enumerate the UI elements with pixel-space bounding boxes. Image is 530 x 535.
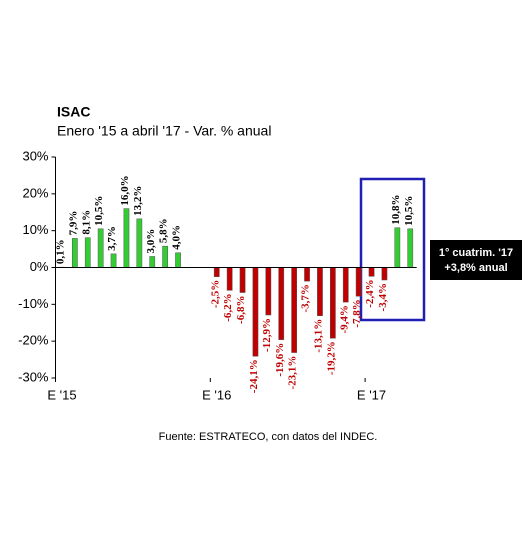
value-label: -19,2% [325, 341, 337, 375]
value-label: 3,7% [106, 226, 118, 251]
bar [150, 256, 155, 267]
value-label: 10,5% [403, 196, 415, 226]
bar [240, 268, 245, 293]
y-tick-label: -20% [18, 333, 49, 348]
bar [330, 268, 335, 339]
chart-title: ISAC [57, 104, 90, 120]
value-label: -23,1% [287, 356, 299, 390]
bar [317, 268, 322, 316]
value-label: 8,1% [80, 210, 92, 235]
value-label: -3,7% [300, 284, 312, 312]
bar [382, 268, 387, 281]
value-label: -6,8% [235, 296, 247, 324]
bar [343, 268, 348, 303]
bar [163, 246, 168, 267]
annotation: +3,8% anual [444, 262, 507, 274]
bar [304, 268, 309, 282]
value-label: -6,2% [222, 293, 234, 321]
value-label: -2,4% [364, 279, 376, 307]
value-label: 7,9% [67, 211, 79, 236]
value-label: -13,1% [312, 319, 324, 353]
value-label: -24,1% [248, 359, 260, 393]
value-label: -19,6% [274, 343, 286, 377]
x-tick-label: E '15 [47, 387, 76, 402]
bar [356, 268, 361, 297]
bar [227, 268, 232, 291]
value-label: 0,1% [54, 239, 66, 264]
x-tick-label: E '17 [357, 387, 386, 402]
bar [98, 229, 103, 268]
bar [85, 238, 90, 268]
bar [124, 209, 129, 268]
bar [175, 253, 180, 268]
value-label: 16,0% [119, 175, 131, 205]
bar [253, 268, 258, 357]
value-label: -12,9% [261, 318, 273, 352]
value-label: 10,5% [93, 196, 105, 226]
bar [214, 268, 219, 277]
y-tick-label: 20% [22, 185, 48, 200]
bar [369, 268, 374, 277]
bar [395, 228, 400, 268]
bar [137, 219, 142, 268]
bar [408, 229, 413, 268]
bar [279, 268, 284, 340]
y-tick-label: 0% [30, 259, 49, 274]
bar [292, 268, 297, 353]
value-label: 10,8% [390, 194, 402, 224]
bar [111, 254, 116, 268]
value-label: 5,8% [158, 218, 170, 243]
bar [266, 268, 271, 316]
value-label: -9,4% [338, 305, 350, 333]
y-tick-label: -10% [18, 296, 49, 311]
y-tick-label: 10% [22, 222, 48, 237]
source: Fuente: ESTRATECO, con datos del INDEC. [159, 431, 378, 443]
y-tick-label: 30% [22, 148, 48, 163]
x-tick-label: E '16 [202, 387, 231, 402]
y-tick-label: -30% [18, 369, 49, 384]
chart-subtitle: Enero '15 a abril '17 - Var. % anual [57, 123, 271, 139]
value-label: 3,0% [145, 229, 157, 254]
value-label: -7,8% [351, 299, 363, 327]
value-label: -2,5% [209, 280, 221, 308]
value-label: 13,2% [132, 186, 144, 216]
value-label: 4,0% [171, 225, 183, 250]
bar [72, 238, 77, 267]
value-label: -3,4% [377, 283, 389, 311]
annotation: 1° cuatrim. '17 [439, 247, 513, 259]
